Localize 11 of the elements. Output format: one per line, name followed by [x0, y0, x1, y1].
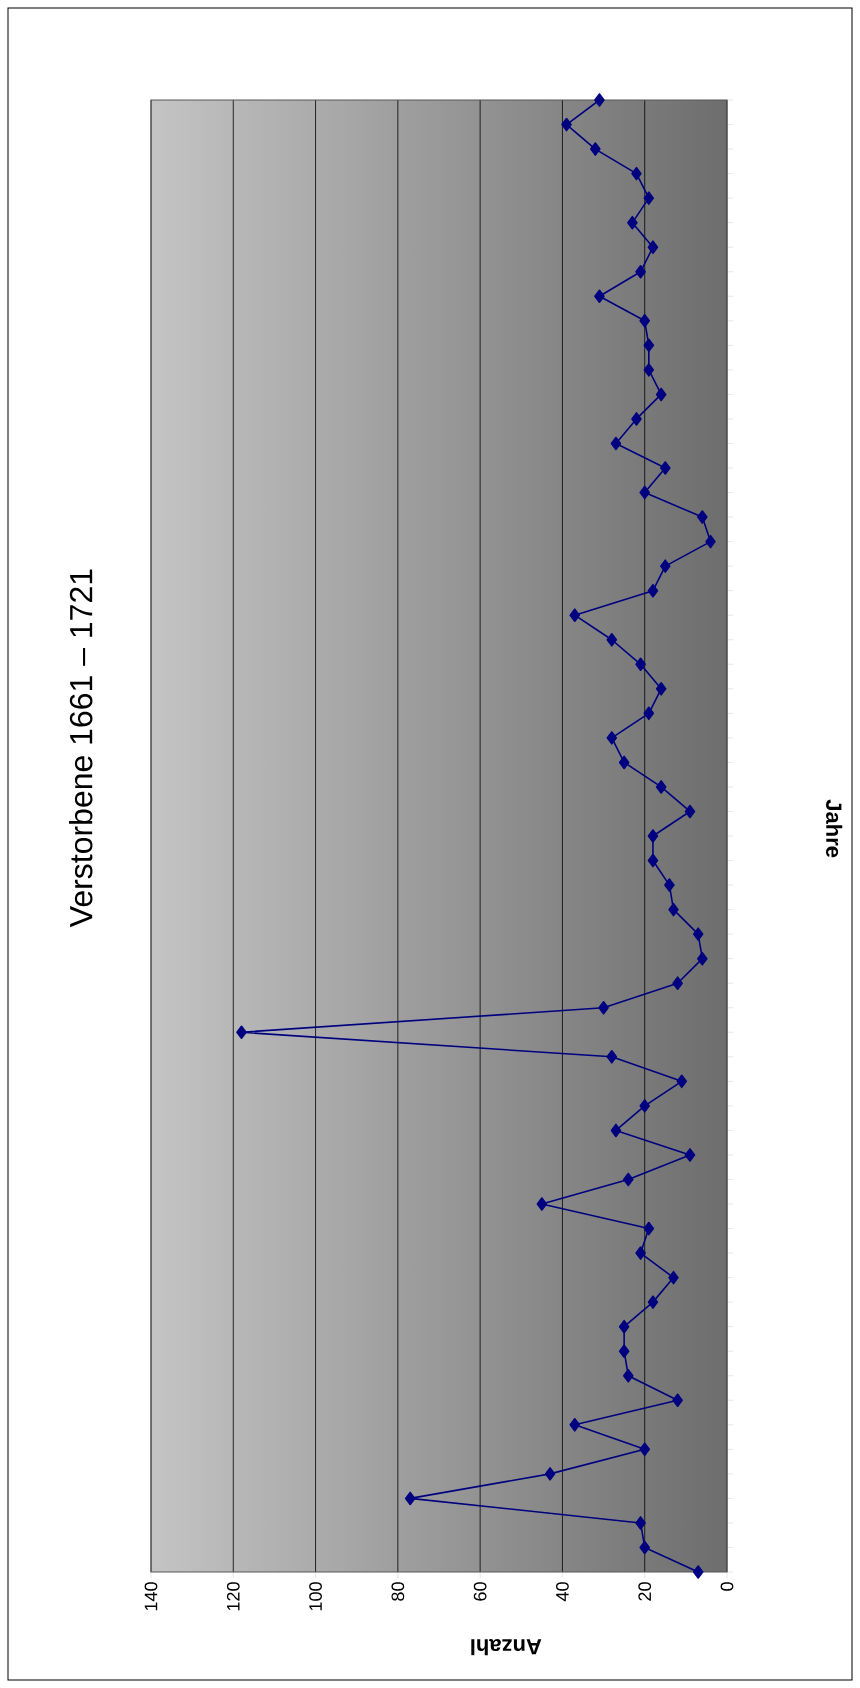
x-tick-label: 100	[309, 1582, 322, 1611]
x-tick-label: 80	[391, 1582, 405, 1601]
text: Verstorbene 1661 – 1721	[68, 569, 93, 928]
x-tick-label: 40	[556, 1582, 569, 1602]
x-tick-label: 60	[473, 1582, 487, 1601]
x-tick-label: 140	[144, 1582, 158, 1611]
y-axis-title: Jahre	[826, 799, 843, 858]
x-tick-label: 0	[720, 1582, 734, 1591]
x-tick-label: 120	[226, 1582, 240, 1611]
x-axis-title: Anzahl	[471, 1638, 542, 1656]
x-tick-label: 20	[638, 1582, 652, 1601]
